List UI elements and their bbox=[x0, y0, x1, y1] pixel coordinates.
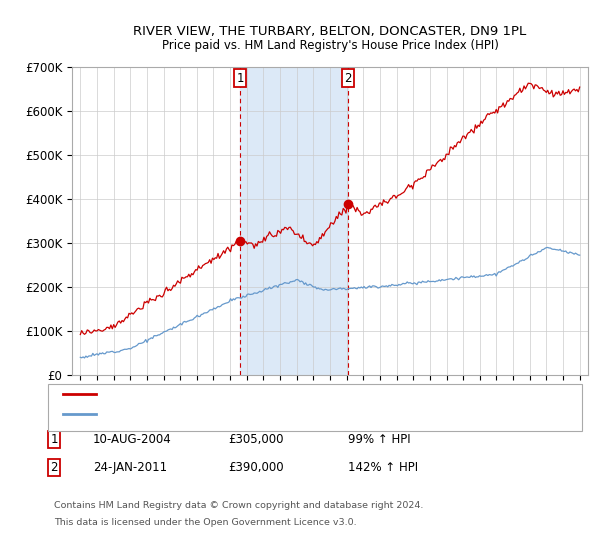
Text: 24-JAN-2011: 24-JAN-2011 bbox=[93, 461, 167, 474]
Text: 142% ↑ HPI: 142% ↑ HPI bbox=[348, 461, 418, 474]
Text: 1: 1 bbox=[236, 72, 244, 85]
Text: 10-AUG-2004: 10-AUG-2004 bbox=[93, 433, 172, 446]
Text: 2: 2 bbox=[344, 72, 352, 85]
Text: £305,000: £305,000 bbox=[228, 433, 284, 446]
Text: RIVER VIEW, THE TURBARY, BELTON, DONCASTER, DN9 1PL (detached house): RIVER VIEW, THE TURBARY, BELTON, DONCAST… bbox=[102, 389, 505, 399]
Text: Price paid vs. HM Land Registry's House Price Index (HPI): Price paid vs. HM Land Registry's House … bbox=[161, 39, 499, 52]
Text: £390,000: £390,000 bbox=[228, 461, 284, 474]
Text: RIVER VIEW, THE TURBARY, BELTON, DONCASTER, DN9 1PL: RIVER VIEW, THE TURBARY, BELTON, DONCAST… bbox=[133, 25, 527, 38]
Text: Contains HM Land Registry data © Crown copyright and database right 2024.: Contains HM Land Registry data © Crown c… bbox=[54, 501, 424, 510]
Text: This data is licensed under the Open Government Licence v3.0.: This data is licensed under the Open Gov… bbox=[54, 518, 356, 527]
Text: HPI: Average price, detached house, North Lincolnshire: HPI: Average price, detached house, Nort… bbox=[102, 409, 390, 419]
Text: 99% ↑ HPI: 99% ↑ HPI bbox=[348, 433, 410, 446]
Text: 1: 1 bbox=[50, 433, 58, 446]
Text: 2: 2 bbox=[50, 461, 58, 474]
Bar bbox=[240, 67, 348, 375]
